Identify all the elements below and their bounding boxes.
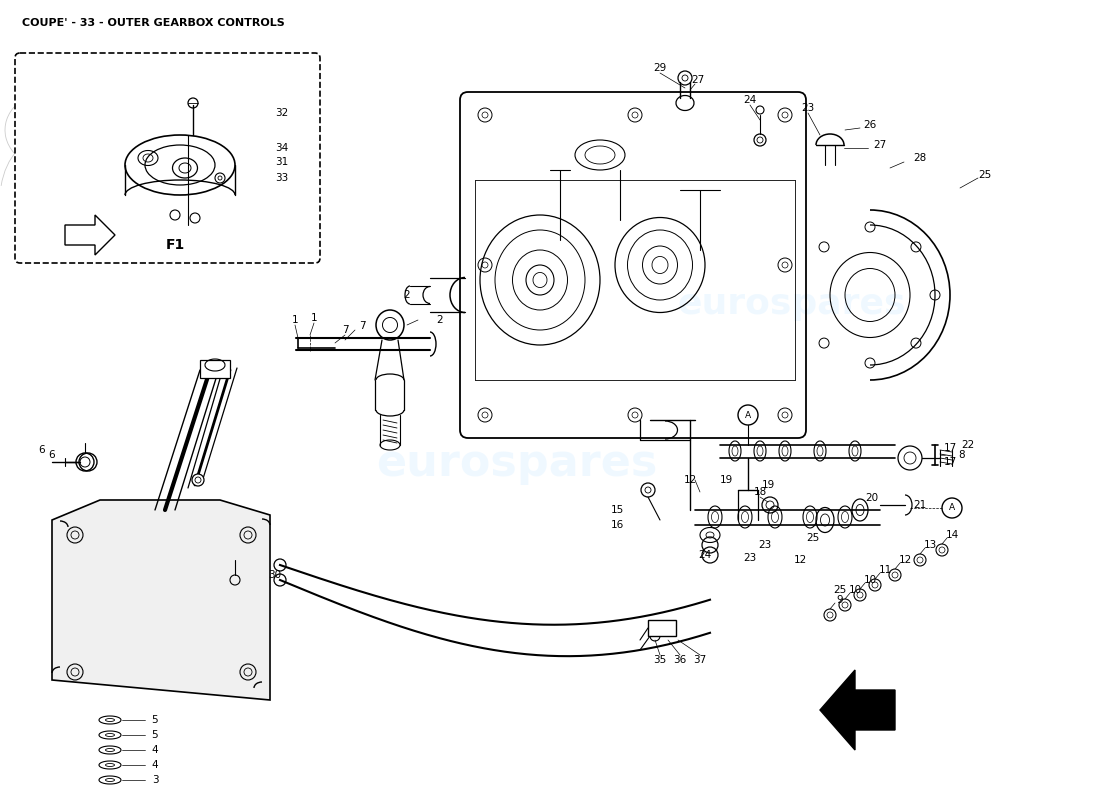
- Text: 15: 15: [610, 505, 624, 515]
- Text: 13: 13: [923, 540, 936, 550]
- Text: 14: 14: [945, 530, 958, 540]
- Text: F1: F1: [165, 238, 185, 252]
- Text: 24: 24: [744, 95, 757, 105]
- Text: 12: 12: [793, 555, 806, 565]
- Text: 19: 19: [719, 475, 733, 485]
- Text: 16: 16: [610, 520, 624, 530]
- Circle shape: [195, 477, 201, 483]
- Text: 4: 4: [152, 760, 158, 770]
- Text: 21: 21: [913, 500, 926, 510]
- Text: 10: 10: [848, 585, 861, 595]
- Text: 3: 3: [152, 775, 158, 785]
- Text: 23: 23: [802, 103, 815, 113]
- Text: 32: 32: [275, 108, 288, 118]
- Text: 23: 23: [744, 553, 757, 563]
- Text: eurospares: eurospares: [376, 442, 658, 486]
- Text: 25: 25: [978, 170, 991, 180]
- Text: 17: 17: [944, 457, 957, 467]
- Text: 7: 7: [342, 325, 349, 335]
- Polygon shape: [52, 500, 270, 700]
- Text: eurospares: eurospares: [678, 287, 906, 321]
- Polygon shape: [820, 670, 895, 750]
- Text: 7: 7: [359, 321, 365, 331]
- Text: 20: 20: [866, 493, 879, 503]
- Bar: [648, 620, 676, 636]
- Text: 5: 5: [152, 730, 158, 740]
- Text: 35: 35: [653, 655, 667, 665]
- FancyBboxPatch shape: [15, 53, 320, 263]
- Text: 33: 33: [275, 173, 288, 183]
- Polygon shape: [65, 215, 116, 255]
- Text: 2: 2: [437, 315, 443, 325]
- Text: 4: 4: [152, 745, 158, 755]
- Text: 2: 2: [404, 290, 410, 300]
- Bar: [200, 360, 230, 378]
- Text: A: A: [745, 410, 751, 419]
- Text: 36: 36: [673, 655, 686, 665]
- Text: 8: 8: [959, 450, 966, 460]
- Text: 22: 22: [961, 440, 975, 450]
- Text: 28: 28: [913, 153, 926, 163]
- Text: 26: 26: [864, 120, 877, 130]
- Text: 19: 19: [761, 480, 774, 490]
- Text: 1: 1: [310, 313, 317, 323]
- Text: COUPE' - 33 - OUTER GEARBOX CONTROLS: COUPE' - 33 - OUTER GEARBOX CONTROLS: [22, 18, 285, 28]
- Text: 25: 25: [806, 533, 820, 543]
- Text: 5: 5: [152, 715, 158, 725]
- Text: 27: 27: [692, 75, 705, 85]
- Text: 23: 23: [758, 540, 771, 550]
- Text: 30: 30: [268, 570, 282, 580]
- Text: 12: 12: [683, 475, 696, 485]
- Text: 6: 6: [39, 445, 45, 455]
- Text: 29: 29: [653, 63, 667, 73]
- Text: 17: 17: [944, 443, 957, 453]
- Text: 12: 12: [899, 555, 912, 565]
- Text: 1: 1: [292, 315, 298, 325]
- Text: 10: 10: [864, 575, 877, 585]
- Text: 9: 9: [837, 595, 844, 605]
- Text: 24: 24: [698, 550, 712, 560]
- Text: 34: 34: [275, 143, 288, 153]
- Circle shape: [192, 474, 204, 486]
- Text: 31: 31: [275, 157, 288, 167]
- Text: 27: 27: [873, 140, 887, 150]
- Text: 6: 6: [48, 450, 55, 460]
- Text: 11: 11: [879, 565, 892, 575]
- Text: 37: 37: [693, 655, 706, 665]
- Text: 18: 18: [754, 487, 767, 497]
- Text: A: A: [949, 503, 955, 513]
- Text: 25: 25: [834, 585, 847, 595]
